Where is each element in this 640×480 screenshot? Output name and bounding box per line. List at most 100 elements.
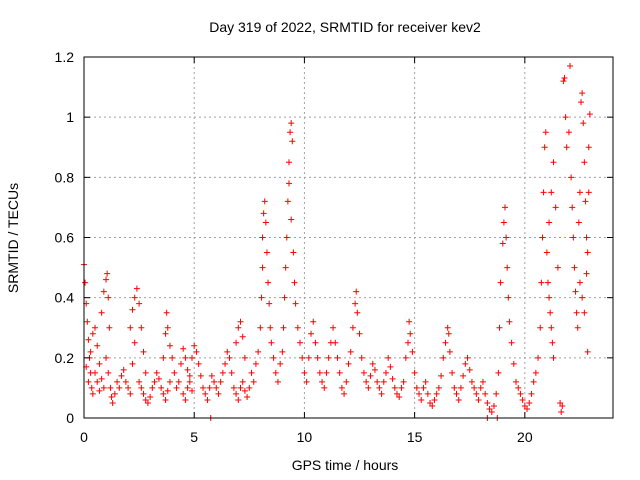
data-point: [572, 288, 579, 295]
data-point: [100, 288, 107, 295]
data-point: [424, 390, 431, 397]
data-point: [583, 270, 590, 277]
data-point: [557, 399, 564, 406]
data-point: [122, 378, 129, 385]
data-point: [237, 318, 244, 325]
data-point: [435, 384, 442, 391]
data-point: [554, 264, 561, 271]
data-point: [162, 330, 169, 337]
data-point: [547, 309, 554, 316]
data-point: [563, 144, 570, 151]
data-point: [567, 63, 574, 70]
data-point: [571, 264, 578, 271]
data-point: [289, 138, 296, 145]
data-point: [250, 378, 257, 385]
data-point: [365, 384, 372, 391]
data-point: [565, 129, 572, 136]
data-point: [280, 324, 287, 331]
data-point: [475, 396, 482, 403]
data-point: [418, 396, 425, 403]
data-point: [297, 339, 304, 346]
x-tick-label: 20: [517, 429, 533, 445]
data-point: [466, 366, 473, 373]
data-point: [341, 390, 348, 397]
data-point: [189, 387, 196, 394]
data-point: [422, 378, 429, 385]
data-point: [140, 390, 147, 397]
x-tick-label: 15: [407, 429, 423, 445]
data-point: [288, 120, 295, 127]
data-point: [279, 348, 286, 355]
data-point: [291, 279, 298, 286]
data-point: [195, 360, 202, 367]
data-point: [569, 204, 576, 211]
data-point: [222, 360, 229, 367]
data-point: [578, 99, 585, 106]
data-point: [345, 360, 352, 367]
data-point: [160, 390, 167, 397]
data-point: [111, 390, 118, 397]
data-point: [338, 384, 345, 391]
data-point: [407, 330, 414, 337]
data-point: [427, 399, 434, 406]
data-point: [391, 384, 398, 391]
axis-ticks: [83, 56, 613, 419]
data-point: [576, 279, 583, 286]
data-point: [445, 330, 452, 337]
data-point: [284, 198, 291, 205]
data-point: [287, 129, 294, 136]
data-point: [376, 384, 383, 391]
data-point: [585, 144, 592, 151]
data-point: [559, 402, 566, 409]
data-point: [446, 348, 453, 355]
data-point: [409, 348, 416, 355]
data-point: [584, 249, 591, 256]
data-point: [538, 279, 545, 286]
data-point: [530, 378, 537, 385]
data-point: [382, 369, 389, 376]
data-point: [367, 372, 374, 379]
data-point: [460, 372, 467, 379]
data-point: [103, 354, 110, 361]
data-point: [438, 372, 445, 379]
data-point: [413, 384, 420, 391]
x-tick-label: 0: [80, 429, 88, 445]
data-point: [528, 390, 535, 397]
data-point: [543, 249, 550, 256]
x-axis-label: GPS time / hours: [292, 457, 399, 473]
data-point: [561, 75, 568, 82]
data-point: [420, 384, 427, 391]
data-point: [374, 378, 381, 385]
data-point: [406, 318, 413, 325]
data-point: [504, 264, 511, 271]
data-point: [208, 372, 215, 379]
data-point: [277, 360, 284, 367]
data-point: [89, 390, 96, 397]
data-point: [468, 378, 475, 385]
data-point: [281, 294, 288, 301]
data-point: [542, 129, 549, 136]
data-point: [356, 330, 363, 337]
data-point: [219, 369, 226, 376]
data-point: [182, 396, 189, 403]
data-point: [473, 390, 480, 397]
data-point: [552, 204, 559, 211]
data-point: [211, 378, 218, 385]
data-point: [575, 219, 582, 226]
data-point: [116, 384, 123, 391]
data-point: [285, 159, 292, 166]
data-point: [562, 114, 569, 121]
data-point: [360, 369, 367, 376]
data-point: [586, 111, 593, 118]
data-point: [233, 339, 240, 346]
data-point: [310, 318, 317, 325]
y-tick-label: 0.8: [55, 169, 75, 185]
data-point: [213, 384, 220, 391]
data-point: [479, 378, 486, 385]
data-point: [521, 402, 528, 409]
data-point: [171, 369, 178, 376]
data-point: [495, 369, 502, 376]
data-point: [513, 378, 520, 385]
data-point: [506, 318, 513, 325]
data-point: [378, 390, 385, 397]
